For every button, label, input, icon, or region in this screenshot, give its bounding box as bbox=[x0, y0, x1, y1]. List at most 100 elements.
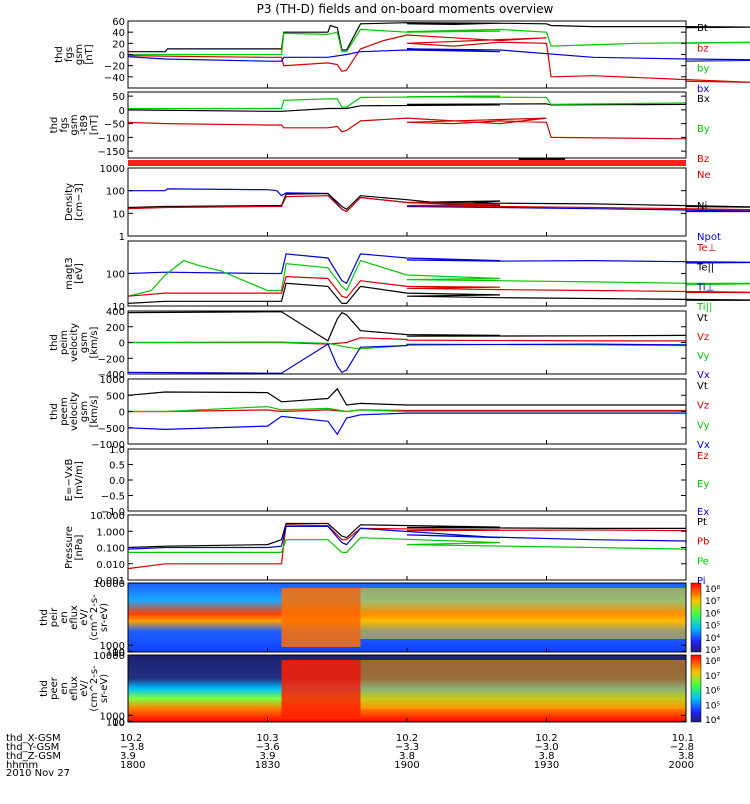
legend-label: Pt bbox=[697, 517, 707, 528]
colorbar-label: 10⁵ bbox=[705, 701, 720, 711]
y-tick-label: −500 bbox=[98, 424, 125, 435]
legend-label: Te|| bbox=[696, 263, 714, 274]
legend-label: Vt bbox=[697, 381, 708, 392]
y-tick-label: −0.5 bbox=[101, 492, 125, 503]
legend-label: By bbox=[697, 124, 710, 135]
y-axis-label: fgs bbox=[64, 47, 75, 62]
y-tick-label: 10.000 bbox=[90, 511, 125, 522]
y-axis-label: fgs bbox=[59, 117, 70, 132]
legend-label: Bt bbox=[697, 23, 708, 34]
legend-label: Vy bbox=[697, 420, 710, 431]
legend-label: Pe bbox=[697, 556, 709, 567]
chart-title: P3 (TH-D) fields and on-board moments ov… bbox=[257, 2, 554, 16]
y-axis-label: gsm bbox=[79, 401, 90, 422]
y-axis-label: (cm^2-s- bbox=[89, 665, 100, 712]
legend-label: Ti⊥ bbox=[696, 282, 714, 293]
y-tick-label: −400 bbox=[98, 370, 125, 381]
y-tick-label: 10 bbox=[112, 718, 125, 729]
panel-4: Vt Vz Vy Vx 400 200 0 −200 −400 thd peim velocity gs… bbox=[49, 307, 710, 381]
y-axis-label: gsm bbox=[79, 332, 90, 353]
x-tick-label: 1800 bbox=[120, 760, 145, 771]
series-Vx bbox=[127, 343, 687, 374]
x-tick-label: 10.2 bbox=[396, 733, 418, 744]
y-tick-label: 0 bbox=[119, 408, 125, 419]
colorbar-label: 10⁸ bbox=[705, 585, 720, 595]
y-tick-label: 100 bbox=[106, 717, 125, 728]
y-axis-label: eflux bbox=[69, 676, 80, 701]
y-axis-label: peir bbox=[49, 607, 60, 627]
series-Vy bbox=[128, 405, 686, 413]
series-Bt bbox=[128, 22, 750, 53]
y-tick-label: 500 bbox=[106, 391, 125, 402]
y-tick-label: 100 bbox=[106, 647, 125, 658]
y-tick-label: 60 bbox=[112, 17, 125, 28]
y-axis-label: sr-eV) bbox=[99, 603, 110, 632]
y-tick-label: 10000 bbox=[93, 579, 125, 590]
panel-5: Vt Vz Vy Vx 1000 500 0 −500 −1000 thd peem velocity… bbox=[49, 375, 710, 451]
series-Vy bbox=[127, 341, 687, 350]
spectrogram-burst-8 bbox=[281, 588, 361, 647]
spectrogram-burst-9 bbox=[281, 660, 361, 717]
y-axis-label: en bbox=[59, 682, 70, 695]
legend-label: Bz bbox=[697, 154, 709, 165]
legend-label: Pi bbox=[697, 576, 706, 587]
y-axis-label: en bbox=[59, 611, 70, 624]
spectrogram-band-8 bbox=[360, 588, 686, 639]
y-axis-label: eV/ bbox=[79, 680, 90, 697]
x-row-label: thd_X-GSM bbox=[6, 733, 61, 744]
colorbar-label: 10⁴ bbox=[705, 716, 720, 726]
y-tick-label: 1.0 bbox=[109, 445, 125, 456]
x-tick-label: −3.8 bbox=[120, 742, 144, 753]
series-Ti|| bbox=[127, 259, 750, 297]
y-axis-label: Pressure bbox=[64, 526, 75, 569]
y-axis-label: [cm−3] bbox=[74, 183, 85, 221]
spectrogram-band-9 bbox=[360, 660, 686, 709]
y-axis-label: sr-eV) bbox=[99, 674, 110, 703]
y-axis-label: thd bbox=[39, 680, 50, 697]
panel-1: Bx By Bz 50 0 −50 −100 −150 thd fgs gsm -t89 [nT] bbox=[49, 91, 710, 165]
y-tick-label: 40 bbox=[112, 28, 125, 39]
y-axis-label: [nT] bbox=[84, 44, 95, 64]
legend-label: Vt bbox=[697, 313, 708, 324]
series-Te|| bbox=[127, 282, 750, 304]
series-Ni bbox=[127, 192, 750, 211]
x-tick-label: −3.6 bbox=[255, 742, 279, 753]
y-axis-label: peer bbox=[49, 676, 60, 700]
series-Pt bbox=[127, 522, 687, 549]
x-tick-label: 3.9 bbox=[120, 751, 136, 762]
y-axis-label: velocity bbox=[69, 392, 80, 431]
series-Vt bbox=[127, 387, 686, 406]
colorbar-label: 10⁴ bbox=[705, 634, 720, 644]
series-Pe bbox=[128, 537, 687, 554]
series-Bz bbox=[127, 117, 687, 140]
colorbar-9 bbox=[690, 654, 702, 723]
x-row-label: hhmm bbox=[6, 760, 38, 771]
x-row-label: thd_Y-GSM bbox=[6, 742, 59, 753]
panel-7: Pt Pb Pe Pi 10.000 1.000 0.100 0.010 0.001 Pressu… bbox=[64, 511, 709, 587]
x-tick-label: 3.8 bbox=[399, 751, 415, 762]
y-tick-label: 1000 bbox=[100, 641, 125, 652]
y-tick-label: 0.010 bbox=[96, 560, 125, 571]
y-axis-label: [km/s] bbox=[89, 395, 100, 427]
legend-label: Ne bbox=[697, 170, 711, 181]
y-tick-label: 100 bbox=[106, 270, 125, 281]
panel-frame bbox=[127, 91, 687, 159]
y-axis-label: thd bbox=[49, 403, 60, 420]
y-axis-label: peem bbox=[59, 397, 70, 425]
legend-label: Ez bbox=[697, 451, 709, 462]
y-tick-label: 1.000 bbox=[96, 527, 125, 538]
legend-label: Vz bbox=[697, 332, 709, 343]
y-tick-label: 0 bbox=[119, 106, 125, 117]
series-bz bbox=[127, 34, 750, 83]
series-Vt bbox=[127, 311, 687, 342]
colorbar-label: 10⁸ bbox=[705, 657, 720, 667]
legend-label: Ex bbox=[697, 507, 709, 518]
y-tick-label: 0.0 bbox=[109, 476, 125, 487]
legend-label: Npot bbox=[697, 232, 721, 243]
panel-2: Ne Ni Npot 1000 100 10 1 Density [cm−3] bbox=[64, 164, 750, 243]
date-label: 2010 Nov 27 bbox=[6, 768, 70, 779]
legend-label: Vy bbox=[697, 351, 710, 362]
y-tick-label: 1000 bbox=[100, 711, 125, 722]
